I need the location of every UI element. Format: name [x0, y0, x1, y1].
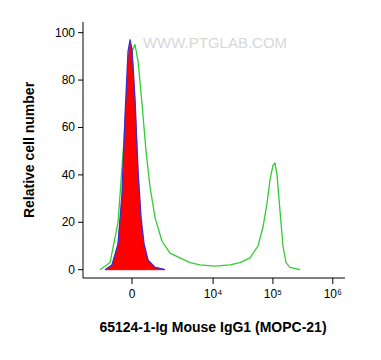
y-tick	[78, 269, 83, 270]
y-tick-label: 0	[68, 263, 75, 277]
x-tick-label: 10⁴	[204, 287, 223, 301]
x-tick-label: 10⁶	[324, 287, 342, 301]
histogram-line	[105, 40, 165, 270]
x-axis	[83, 278, 345, 279]
y-tick-label: 80	[62, 73, 76, 87]
x-tick	[213, 278, 214, 284]
x-tick	[332, 278, 333, 284]
y-tick	[78, 127, 83, 128]
x-tick-label: 0	[129, 287, 136, 301]
y-tick	[78, 174, 83, 175]
series-group	[100, 40, 300, 270]
y-tick-label: 100	[55, 26, 75, 40]
y-tick	[78, 80, 83, 81]
histogram-area	[105, 42, 165, 270]
x-axis-label: 65124-1-Ig Mouse IgG1 (MOPC-21)	[99, 319, 326, 335]
y-tick	[78, 32, 83, 33]
y-tick-label: 40	[62, 168, 76, 182]
chart: WWW.PTGLAB.COM 0 20 40 60 80 100 0 10⁴ 10⁵ 10⁶ 6512…	[0, 0, 381, 360]
x-tick-label: 10⁵	[264, 287, 282, 301]
y-tick-label: 60	[62, 120, 76, 134]
y-axis	[83, 22, 84, 278]
x-tick	[272, 278, 273, 284]
y-axis-label: Relative cell number	[21, 81, 37, 218]
y-tick-label: 20	[62, 215, 76, 229]
x-tick	[132, 278, 133, 284]
watermark: WWW.PTGLAB.COM	[143, 34, 287, 51]
y-tick	[78, 222, 83, 223]
